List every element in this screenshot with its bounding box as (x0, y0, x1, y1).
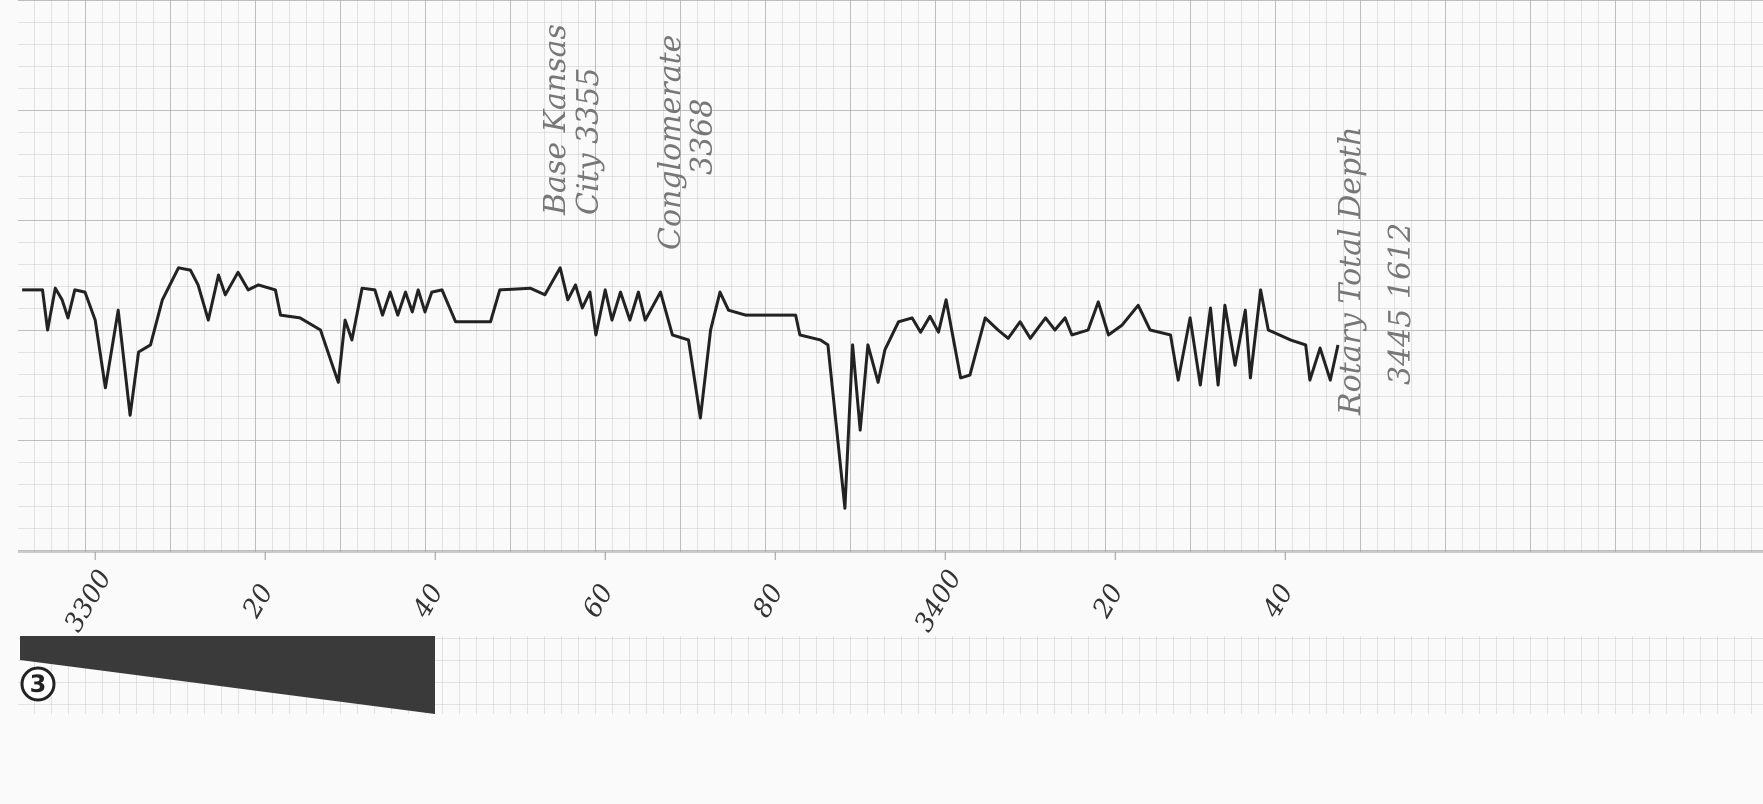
annotation: 3368 (685, 99, 720, 175)
annotation: Rotary Total Depth (1333, 126, 1368, 416)
track-circle (20, 666, 56, 702)
trace-line (22, 266, 1340, 510)
annotation: Base Kansas (538, 24, 573, 216)
track-number: 3 (30, 670, 47, 698)
annotation: City 3355 (571, 68, 606, 215)
heavy-grid (18, 0, 1763, 552)
annotation: 3445 1612 (1383, 223, 1418, 385)
annotation: Conglomerate (653, 35, 688, 250)
depth-wedge (20, 636, 435, 714)
